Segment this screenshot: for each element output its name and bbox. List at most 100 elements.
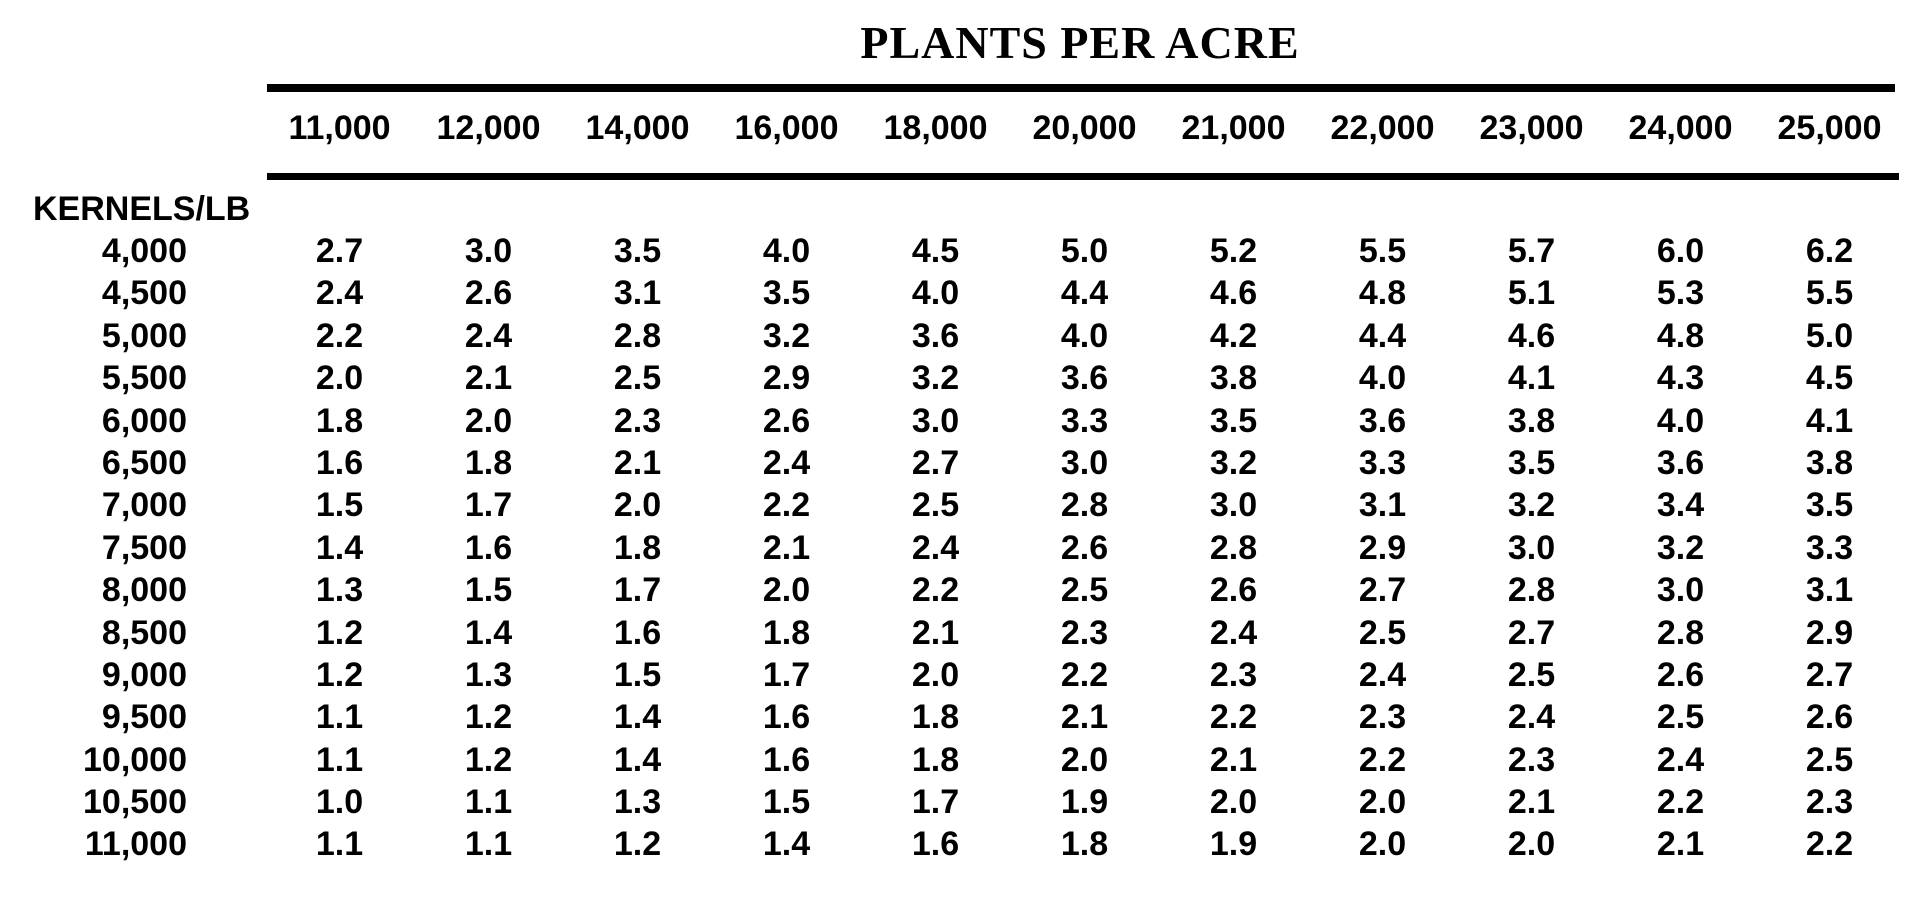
value-cell: 4.8 (1358, 274, 1407, 313)
column-header: 23,000 (1479, 109, 1584, 147)
value-cell: 1.6 (762, 740, 811, 779)
value-cell: 3.6 (1060, 359, 1109, 398)
row-label: 8,000 (101, 571, 187, 610)
value-cell: 3.2 (1507, 486, 1556, 525)
value-cell: 5.2 (1209, 232, 1258, 270)
value-cell: 2.8 (1060, 486, 1109, 525)
value-cell: 3.0 (1507, 528, 1556, 567)
value-cell: 2.4 (1358, 655, 1407, 694)
value-cell: 3.8 (1805, 443, 1854, 482)
value-cell: 1.4 (464, 613, 513, 652)
row-label: 6,000 (101, 401, 187, 440)
value-cell: 2.8 (1507, 571, 1556, 610)
value-cell: 1.4 (613, 698, 662, 737)
value-cell: 2.0 (1358, 825, 1407, 864)
value-cell: 3.3 (1358, 443, 1407, 482)
value-cell: 5.7 (1507, 232, 1556, 270)
row-label: 6,500 (101, 443, 187, 482)
value-cell: 2.0 (464, 401, 513, 440)
value-cell: 2.5 (1358, 613, 1407, 652)
value-cell: 1.2 (613, 825, 662, 864)
value-cell: 1.8 (911, 740, 960, 779)
value-cell: 2.6 (1060, 528, 1109, 567)
value-cell: 2.3 (613, 401, 662, 440)
table-body: 4,000 2.7 3.0 3.5 4.0 4.5 5.0 5.2 5.5 5.7 6.0 6.2 4,… (0, 230, 1904, 866)
value-cell: 4.1 (1805, 401, 1854, 440)
column-header: 14,000 (585, 109, 690, 147)
value-cell: 1.2 (464, 740, 513, 779)
value-cell: 4.0 (1656, 401, 1705, 440)
value-cell: 1.3 (464, 655, 513, 694)
column-header: 24,000 (1628, 109, 1733, 147)
value-cell: 2.0 (1358, 783, 1407, 822)
value-cell: 1.7 (762, 655, 811, 694)
value-cell: 1.5 (464, 571, 513, 610)
value-cell: 3.5 (762, 274, 811, 313)
value-cell: 4.4 (1358, 316, 1407, 355)
value-cell: 4.0 (911, 274, 960, 313)
value-cell: 5.1 (1507, 274, 1556, 313)
value-cell: 1.8 (762, 613, 811, 652)
value-cell: 4.6 (1209, 274, 1258, 313)
value-cell: 1.1 (315, 698, 364, 737)
value-cell: 4.8 (1656, 316, 1705, 355)
row-label: 5,500 (101, 359, 187, 398)
value-cell: 1.4 (762, 825, 811, 864)
value-cell: 2.1 (1507, 783, 1556, 822)
value-cell: 2.7 (1805, 655, 1854, 694)
value-cell: 2.4 (1209, 613, 1258, 652)
value-cell: 1.2 (315, 613, 364, 652)
value-cell: 4.2 (1209, 316, 1258, 355)
value-cell: 1.6 (762, 698, 811, 737)
value-cell: 3.2 (762, 316, 811, 355)
column-header: 25,000 (1777, 109, 1882, 147)
row-label: 7,000 (101, 486, 187, 525)
value-cell: 3.3 (1060, 401, 1109, 440)
value-cell: 1.9 (1060, 783, 1109, 822)
value-cell: 4.5 (1805, 359, 1854, 398)
value-cell: 5.0 (1060, 232, 1109, 270)
value-cell: 2.5 (1656, 698, 1705, 737)
value-cell: 4.4 (1060, 274, 1109, 313)
value-cell: 4.3 (1656, 359, 1705, 398)
row-label: 4,500 (101, 274, 187, 313)
value-cell: 4.5 (911, 232, 960, 270)
row-label: 9,500 (101, 698, 187, 737)
value-cell: 5.0 (1805, 316, 1854, 355)
row-label: 7,500 (101, 528, 187, 567)
value-cell: 1.6 (315, 443, 364, 482)
column-header: 20,000 (1032, 109, 1137, 147)
value-cell: 1.8 (1060, 825, 1109, 864)
value-cell: 2.9 (1805, 613, 1854, 652)
value-cell: 2.6 (1209, 571, 1258, 610)
value-cell: 2.3 (1060, 613, 1109, 652)
value-cell: 2.5 (1805, 740, 1854, 779)
value-cell: 3.5 (1805, 486, 1854, 525)
value-cell: 2.8 (1656, 613, 1705, 652)
value-cell: 1.4 (315, 528, 364, 567)
value-cell: 2.2 (911, 571, 960, 610)
value-cell: 2.2 (1209, 698, 1258, 737)
value-cell: 1.7 (911, 783, 960, 822)
value-cell: 2.1 (1656, 825, 1705, 864)
value-cell: 2.3 (1507, 740, 1556, 779)
value-cell: 2.6 (762, 401, 811, 440)
value-cell: 3.5 (1209, 401, 1258, 440)
value-cell: 3.0 (911, 401, 960, 440)
value-cell: 2.8 (1209, 528, 1258, 567)
value-cell: 1.6 (911, 825, 960, 864)
value-cell: 2.2 (762, 486, 811, 525)
row-label: 10,500 (83, 783, 187, 822)
value-cell: 1.8 (464, 443, 513, 482)
value-cell: 2.4 (1507, 698, 1556, 737)
value-cell: 2.1 (613, 443, 662, 482)
value-cell: 3.4 (1656, 486, 1705, 525)
value-cell: 3.6 (1358, 401, 1407, 440)
value-cell: 2.7 (1507, 613, 1556, 652)
value-cell: 2.6 (1656, 655, 1705, 694)
value-cell: 1.5 (762, 783, 811, 822)
value-cell: 6.0 (1656, 232, 1705, 270)
value-cell: 3.1 (1358, 486, 1407, 525)
value-cell: 1.4 (613, 740, 662, 779)
column-header: 18,000 (883, 109, 988, 147)
